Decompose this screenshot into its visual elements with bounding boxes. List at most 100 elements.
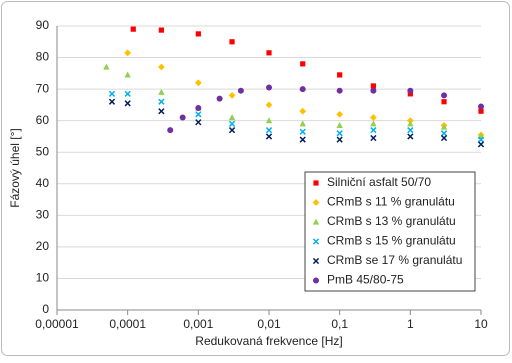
marker: [299, 107, 307, 115]
marker: [441, 99, 447, 105]
marker: [336, 110, 344, 118]
marker: [265, 127, 273, 134]
marker: [158, 108, 165, 115]
marker: [440, 134, 448, 142]
y-tick-label: 90: [36, 18, 50, 32]
marker: [124, 71, 131, 78]
x-tick-label: 0,001: [183, 317, 213, 331]
marker: [195, 119, 202, 126]
legend-box: [304, 171, 476, 292]
marker: [265, 101, 273, 109]
marker: [370, 134, 377, 142]
y-axis-label: Fázový úhel [°]: [8, 128, 22, 208]
marker: [158, 88, 165, 95]
marker: [477, 141, 485, 148]
legend-label: Silniční asfalt 50/70: [327, 175, 431, 189]
marker: [407, 127, 414, 134]
marker: [216, 95, 223, 102]
marker: [407, 87, 414, 94]
marker: [370, 120, 377, 127]
legend-label: CRmB se 17 % granulátu: [327, 253, 462, 267]
marker: [266, 84, 272, 91]
marker: [407, 91, 413, 97]
marker: [336, 136, 343, 143]
marker: [407, 120, 414, 127]
marker: [477, 136, 485, 143]
marker: [228, 127, 236, 134]
marker: [312, 257, 320, 265]
series: [108, 98, 485, 148]
marker: [300, 61, 306, 67]
marker: [265, 117, 273, 124]
marker: [313, 277, 319, 284]
x-tick-label: 0,0001: [109, 317, 146, 331]
marker: [194, 79, 202, 87]
marker: [108, 98, 116, 105]
marker: [336, 130, 343, 137]
marker: [312, 238, 320, 245]
marker: [478, 103, 484, 110]
marker: [370, 83, 376, 89]
marker: [441, 92, 448, 99]
marker: [195, 105, 202, 112]
marker: [167, 127, 174, 134]
marker: [158, 27, 164, 33]
marker: [478, 108, 484, 114]
series: [108, 90, 485, 143]
legend-label: CRmB s 15 % granulátu: [327, 234, 456, 248]
marker: [157, 63, 165, 71]
x-tick-label: 10: [474, 317, 488, 331]
x-axis-label: Redukovaná frekvence [Hz]: [195, 334, 342, 348]
marker: [124, 49, 132, 57]
y-tick-label: 20: [36, 239, 50, 253]
marker: [229, 39, 235, 45]
x-tick-label: 0,01: [257, 317, 281, 331]
marker: [313, 180, 319, 186]
marker: [440, 123, 448, 130]
marker: [158, 98, 165, 105]
marker: [228, 92, 236, 99]
x-tick-label: 0,00001: [35, 317, 79, 331]
legend-label: CRmB s 13 % granulátu: [327, 214, 456, 228]
legend-label: PmB 45/80-75: [327, 273, 404, 287]
marker: [336, 87, 343, 94]
marker: [370, 127, 377, 134]
y-tick-label: 30: [36, 208, 50, 222]
marker: [179, 114, 186, 121]
marker: [228, 114, 236, 121]
x-tick-label: 1: [407, 317, 414, 331]
marker: [130, 26, 136, 32]
marker: [266, 50, 272, 56]
marker: [195, 111, 202, 118]
marker: [369, 114, 377, 121]
y-tick-label: 50: [36, 144, 50, 158]
series: [124, 49, 485, 139]
marker: [312, 199, 320, 206]
marker: [407, 133, 414, 140]
marker: [124, 100, 131, 107]
marker: [299, 120, 306, 127]
y-tick-label: 40: [36, 176, 50, 190]
y-tick-label: 80: [36, 50, 50, 64]
x-tick-label: 0,1: [331, 317, 348, 331]
marker: [299, 128, 306, 135]
y-tick-label: 10: [36, 271, 50, 285]
marker: [299, 136, 306, 143]
marker: [440, 130, 448, 137]
series: [167, 84, 484, 134]
marker: [312, 218, 320, 225]
marker: [228, 120, 236, 127]
marker: [337, 72, 343, 78]
marker: [370, 87, 377, 94]
marker: [336, 122, 343, 128]
marker: [237, 87, 244, 94]
marker: [108, 90, 116, 97]
y-tick-label: 0: [42, 302, 49, 316]
marker: [195, 31, 201, 37]
marker: [299, 86, 306, 93]
marker: [265, 133, 273, 140]
y-tick-label: 70: [36, 81, 50, 95]
y-tick-label: 60: [36, 113, 50, 127]
series: [130, 26, 484, 114]
